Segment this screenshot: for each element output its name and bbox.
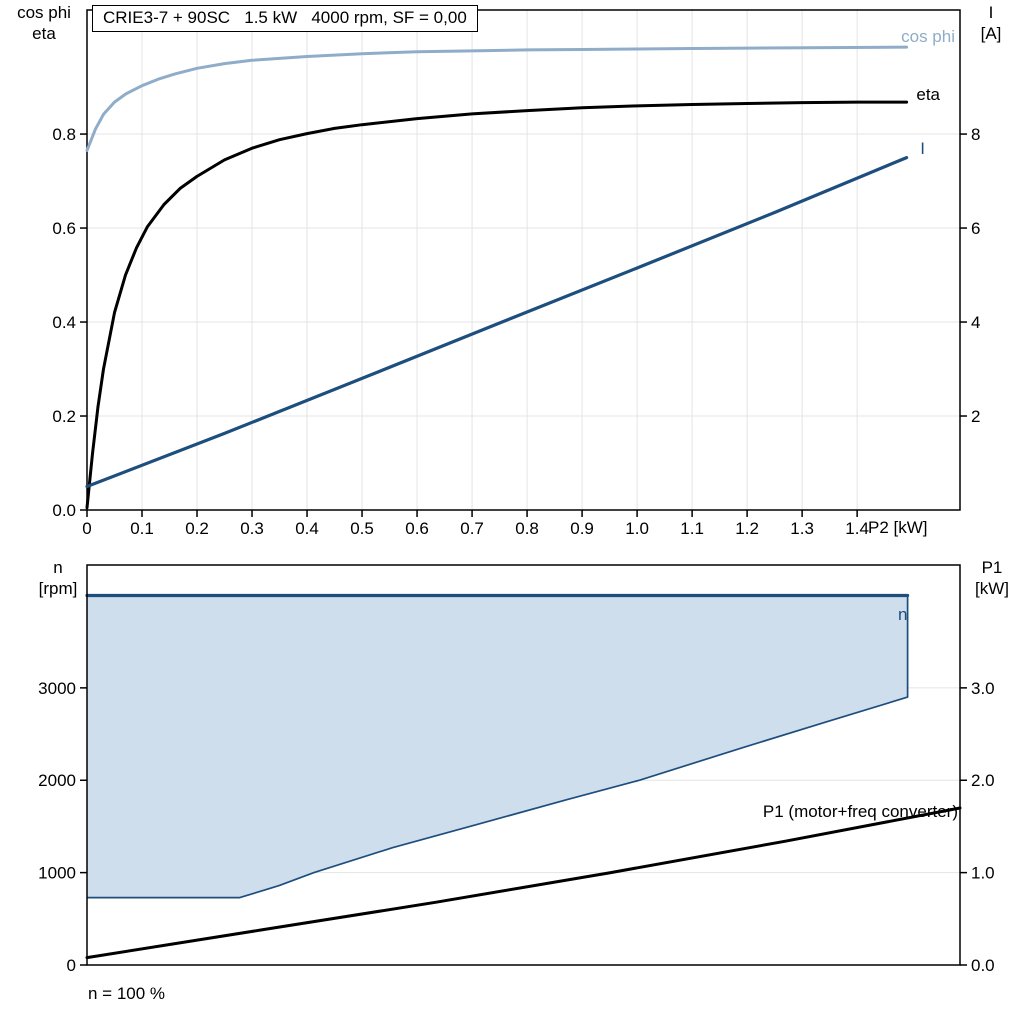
tick-label: 8 (971, 125, 980, 144)
tick-label: 2 (971, 407, 980, 426)
tick-label: 1.2 (735, 519, 759, 538)
axis-title-line: n (53, 558, 63, 577)
tick-label: 0.4 (52, 313, 76, 332)
tick-label: 1.0 (625, 519, 649, 538)
tick-label: 0.8 (52, 125, 76, 144)
tick-label: 3.0 (971, 679, 995, 698)
tick-label: 0.9 (570, 519, 594, 538)
cos-phi-curve-label: cos phi (901, 27, 955, 46)
p1-curve (85, 806, 962, 960)
top-chart-frame (86, 9, 961, 511)
speed-envelope-area (87, 595, 908, 898)
speed-curve-label: n (898, 605, 908, 624)
tick-label: 0.5 (350, 519, 374, 538)
tick-label: 0.3 (240, 519, 264, 538)
eta-curve-label: eta (916, 85, 940, 104)
current-curve-label: I (920, 139, 925, 158)
tick-label: 0.1 (130, 519, 154, 538)
tick-label: 2.0 (971, 771, 995, 790)
axis-title-line: I (988, 3, 994, 22)
p1-curve-label: P1 (motor+freq converter) (762, 802, 958, 821)
min-speed-boundary (87, 595, 909, 899)
axis-title-line: cos phi (17, 3, 71, 22)
eta-curve (85, 100, 909, 510)
tick-label: 6 (971, 219, 980, 238)
tick-label: 0.6 (52, 219, 76, 238)
axis-title-line: P1 (981, 558, 1003, 577)
tick-label: 0.2 (52, 407, 76, 426)
current-curve (85, 156, 909, 489)
tick-label: 0.0 (52, 501, 76, 520)
tick-label: 4 (971, 313, 980, 332)
tick-label: 1.1 (680, 519, 704, 538)
axis-title-line: eta (32, 24, 56, 43)
tick-label: 1.0 (971, 864, 995, 883)
tick-label: 0 (82, 519, 91, 538)
axis-title-line: [A] (980, 24, 1002, 43)
tick-label: 0 (67, 956, 76, 975)
tick-label: 0.2 (185, 519, 209, 538)
tick-label: 1.3 (790, 519, 814, 538)
bottom-left-axis-title: n [rpm] (22, 557, 94, 599)
tick-label: 0.7 (460, 519, 484, 538)
top-right-axis-title: I [A] (963, 2, 1019, 44)
axis-title-line: [kW] (975, 579, 1009, 598)
axis-title-line: [rpm] (38, 579, 78, 598)
chart-title: CRIE3-7 + 90SC 1.5 kW 4000 rpm, SF = 0,0… (92, 5, 478, 32)
top-left-axis-title: cos phi eta (6, 2, 82, 44)
tick-label: 1000 (38, 864, 76, 883)
tick-label: 0.0 (971, 956, 995, 975)
tick-label: 0.8 (515, 519, 539, 538)
cos-phi-curve (85, 45, 909, 152)
tick-label: 0.4 (295, 519, 319, 538)
tick-label: 1.4 (845, 519, 869, 538)
bottom-right-axis-title: P1 [kW] (963, 557, 1021, 599)
tick-label: 3000 (38, 679, 76, 698)
bottom-chart-frame (86, 564, 961, 966)
tick-label: 0.6 (405, 519, 429, 538)
x-axis-title: P2 [kW] (868, 518, 928, 537)
tick-label: 2000 (38, 771, 76, 790)
footnote: n = 100 % (88, 984, 166, 1003)
